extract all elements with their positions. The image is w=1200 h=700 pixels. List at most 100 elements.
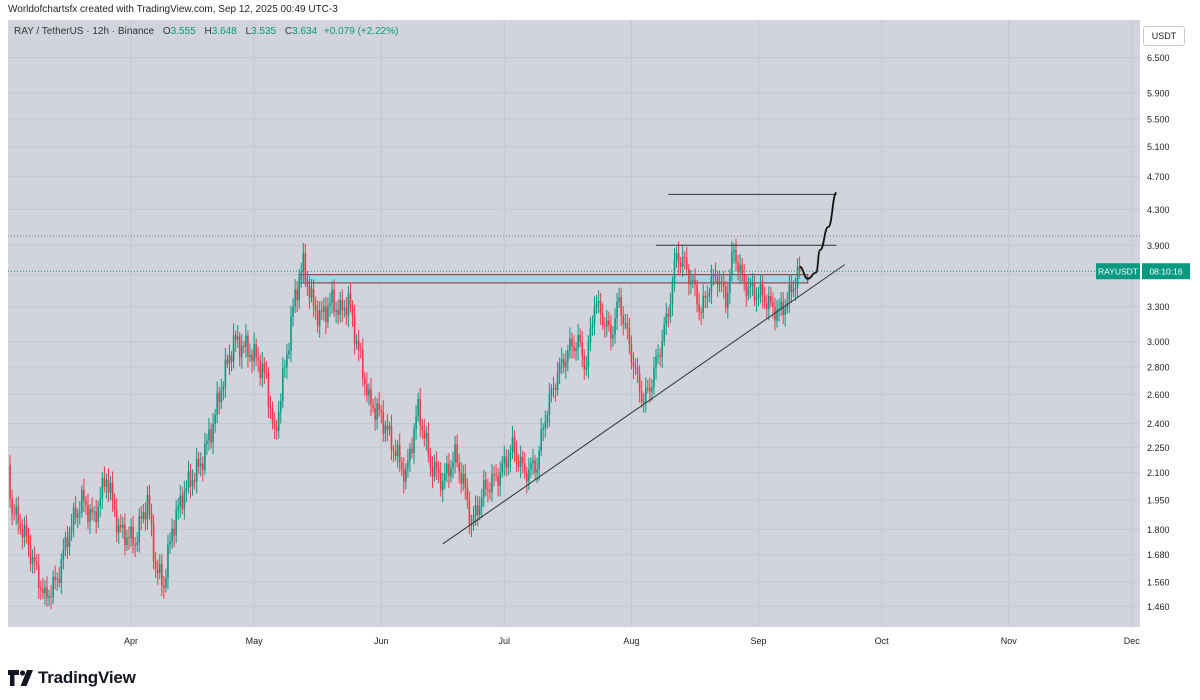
candle-body bbox=[329, 302, 331, 307]
candle-body bbox=[425, 433, 428, 439]
candle-body bbox=[462, 473, 465, 484]
candle-body bbox=[528, 469, 530, 482]
time-tick-label: Apr bbox=[124, 636, 138, 646]
candle-body bbox=[780, 301, 782, 308]
candle-body bbox=[394, 451, 397, 457]
candle-body bbox=[437, 468, 440, 473]
legend-high-label: H bbox=[204, 26, 212, 37]
candle-body bbox=[485, 479, 487, 490]
candle-body bbox=[204, 443, 206, 470]
candle-body bbox=[161, 563, 163, 586]
candle-body bbox=[523, 463, 526, 473]
candle-body bbox=[495, 474, 497, 477]
candle-body bbox=[415, 416, 417, 430]
candle-body bbox=[624, 323, 627, 325]
candle-body bbox=[163, 585, 165, 588]
candle-body bbox=[411, 448, 413, 454]
candle-body bbox=[132, 526, 134, 545]
candle-body bbox=[281, 368, 284, 401]
candle-body bbox=[419, 398, 421, 426]
candle-body bbox=[85, 500, 87, 506]
candle-body bbox=[310, 288, 313, 298]
candle-body bbox=[44, 587, 46, 594]
candle-body bbox=[694, 279, 696, 285]
candle-body bbox=[761, 284, 764, 297]
candle-body bbox=[739, 265, 741, 273]
candle-body bbox=[181, 495, 184, 509]
candle-body bbox=[368, 389, 370, 396]
candle-body bbox=[759, 284, 762, 295]
candle-body bbox=[331, 289, 333, 303]
candle-body bbox=[183, 491, 186, 509]
candle-body bbox=[19, 522, 22, 530]
candle-body bbox=[540, 429, 542, 452]
candle-body bbox=[513, 437, 516, 453]
price-tick-label: 2.400 bbox=[1147, 419, 1170, 429]
candle-body bbox=[407, 460, 409, 469]
candle-body bbox=[171, 528, 173, 542]
candle-body bbox=[439, 472, 442, 491]
chart-pane[interactable] bbox=[8, 20, 1140, 627]
price-tick-label: 5.100 bbox=[1147, 142, 1170, 152]
price-tag-symbol-bg bbox=[1096, 263, 1140, 280]
candle-body bbox=[95, 511, 97, 523]
candle-body bbox=[275, 427, 278, 431]
candle-body bbox=[197, 458, 200, 467]
candle-body bbox=[109, 482, 112, 493]
candle-body bbox=[236, 336, 239, 340]
candle-body bbox=[294, 289, 296, 307]
price-tick-label: 2.800 bbox=[1147, 363, 1170, 373]
candle-body bbox=[222, 386, 225, 391]
candle-body bbox=[688, 269, 690, 285]
candle-body bbox=[446, 463, 448, 474]
candle-body bbox=[491, 474, 493, 492]
candle-body bbox=[441, 480, 444, 491]
candle-body bbox=[620, 297, 622, 316]
candle-body bbox=[56, 578, 59, 580]
candle-body bbox=[267, 373, 270, 407]
candle-body bbox=[534, 460, 536, 473]
candle-body bbox=[64, 537, 67, 550]
candle-body bbox=[339, 300, 342, 315]
candle-body bbox=[521, 456, 524, 464]
candle-body bbox=[710, 276, 713, 293]
candle-body bbox=[704, 295, 707, 298]
candle-body bbox=[238, 336, 241, 358]
candle-body bbox=[776, 309, 778, 321]
candle-body bbox=[124, 524, 126, 545]
candle-body bbox=[101, 477, 104, 499]
price-tick-label: 4.700 bbox=[1147, 172, 1170, 182]
candle-body bbox=[83, 490, 85, 501]
candle-body bbox=[318, 310, 321, 326]
candle-body bbox=[790, 284, 793, 293]
time-tick-label: Jun bbox=[374, 636, 389, 646]
candle-body bbox=[62, 549, 65, 560]
currency-selector[interactable]: USDT bbox=[1143, 26, 1185, 46]
tradingview-logo[interactable]: TradingView bbox=[8, 666, 136, 690]
candle-body bbox=[33, 557, 36, 562]
candle-body bbox=[581, 342, 584, 356]
candle-body bbox=[316, 310, 319, 326]
candle-body bbox=[302, 252, 305, 272]
candle-body bbox=[597, 300, 600, 303]
candle-body bbox=[89, 509, 91, 522]
candle-body bbox=[798, 266, 801, 272]
tradingview-logo-icon bbox=[8, 670, 33, 686]
candle-body bbox=[685, 258, 688, 270]
candle-body bbox=[729, 275, 731, 294]
candle-body bbox=[341, 300, 344, 311]
candle-body bbox=[199, 463, 202, 467]
candle-body bbox=[417, 398, 419, 417]
candle-body bbox=[712, 274, 715, 277]
candle-body bbox=[585, 366, 588, 370]
candle-body bbox=[536, 469, 538, 473]
candle-body bbox=[663, 323, 666, 342]
candle-body bbox=[768, 296, 770, 310]
candle-body bbox=[230, 355, 233, 362]
candle-body bbox=[794, 287, 797, 290]
candle-body bbox=[228, 355, 231, 364]
candle-body bbox=[708, 292, 711, 297]
candle-body bbox=[608, 320, 610, 325]
candle-body bbox=[644, 387, 647, 402]
